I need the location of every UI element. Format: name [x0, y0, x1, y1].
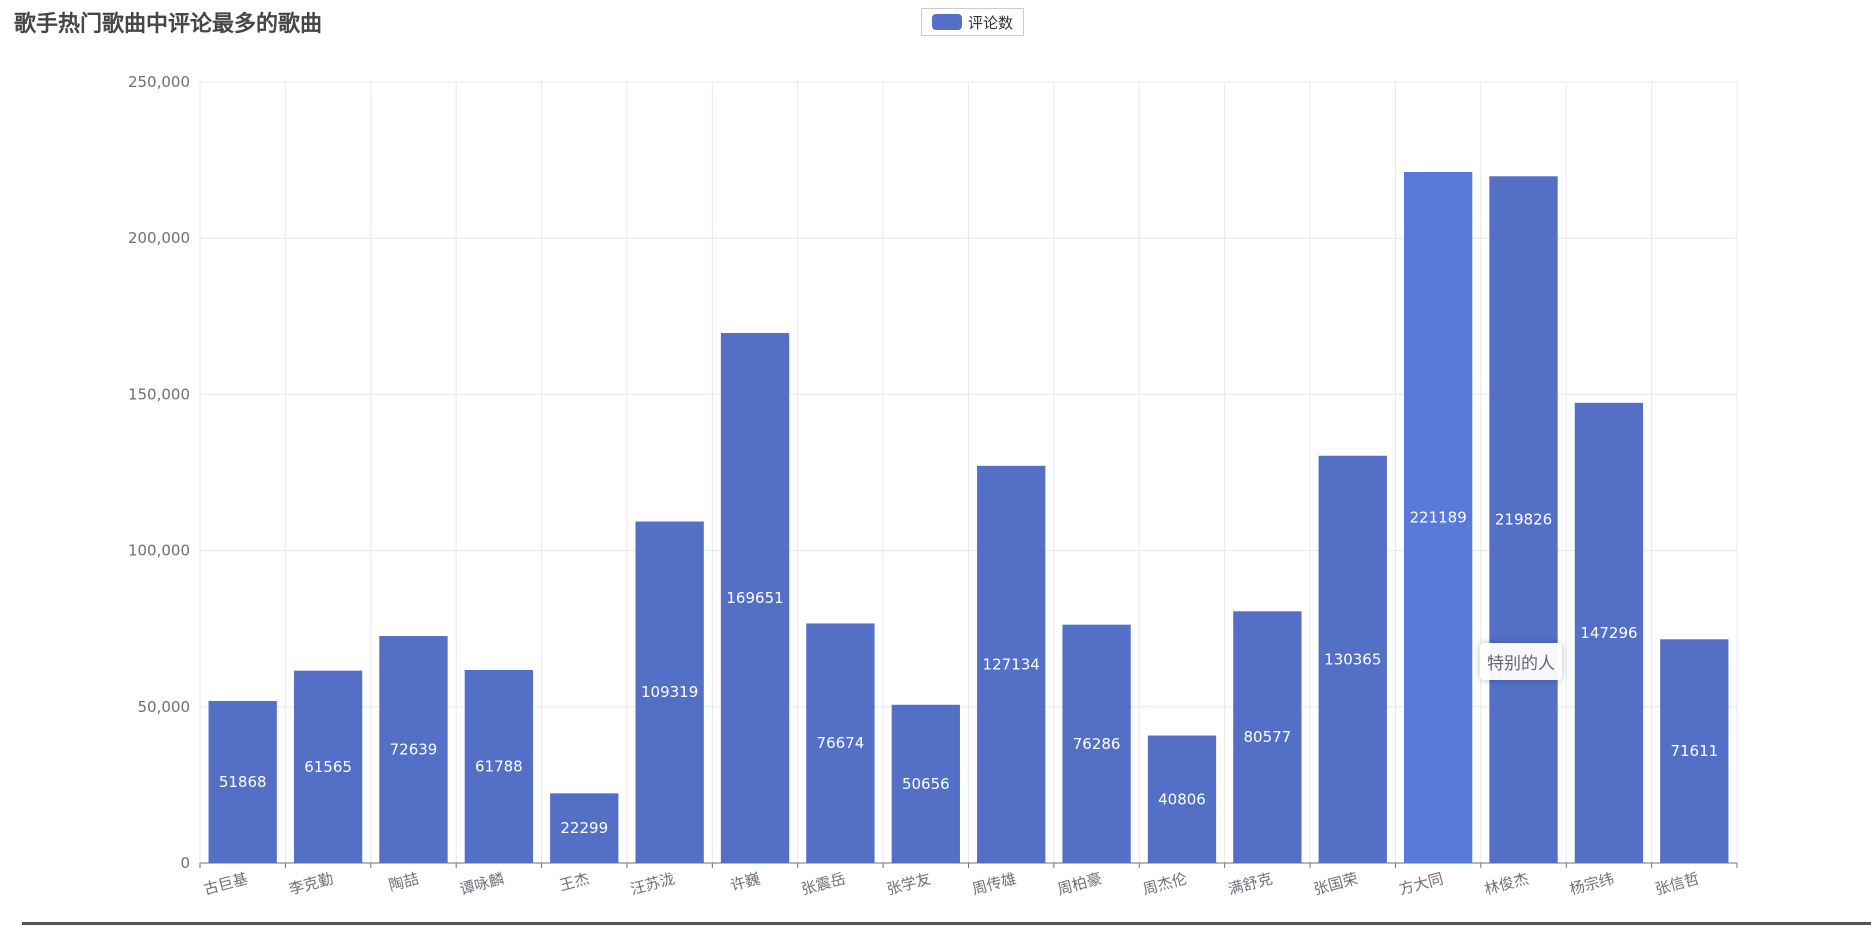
y-tick-label: 150,000	[128, 385, 190, 403]
bottom-scrollbar[interactable]	[22, 922, 1871, 925]
bar	[1318, 455, 1387, 863]
bar	[806, 623, 875, 863]
bar-value-label: 50656	[902, 775, 950, 793]
x-tick-label: 满舒克	[1226, 869, 1274, 898]
bar-value-label: 221189	[1410, 509, 1467, 527]
bar	[464, 669, 534, 863]
x-tick-label: 张学友	[885, 869, 933, 898]
x-tick-label: 周传雄	[970, 869, 1018, 898]
x-tick-label: 杨宗纬	[1568, 869, 1616, 898]
tooltip: 特别的人	[1480, 643, 1562, 680]
bar-value-label: 219826	[1495, 511, 1552, 529]
y-tick-label: 200,000	[128, 229, 190, 247]
legend-label: 评论数	[968, 13, 1014, 32]
x-tick-label: 古巨基	[202, 869, 250, 898]
bar-value-label: 76286	[1073, 735, 1121, 753]
bar	[1574, 402, 1644, 863]
bar	[720, 333, 790, 864]
x-tick-label: 林俊杰	[1482, 869, 1530, 898]
bar-value-label: 76674	[817, 734, 865, 752]
bar-value-label: 130365	[1324, 650, 1381, 668]
x-tick-label: 周杰伦	[1141, 869, 1189, 898]
x-tick-label: 陶喆	[387, 869, 421, 894]
bar	[293, 670, 363, 863]
bar-value-label: 147296	[1580, 624, 1637, 642]
y-tick-label: 0	[180, 854, 190, 872]
x-tick-label: 张震岳	[799, 869, 847, 898]
bar	[1489, 176, 1558, 864]
bar-value-label: 72639	[390, 741, 438, 759]
x-tick-label: 谭咏麟	[458, 869, 506, 898]
bar	[550, 793, 619, 863]
legend[interactable]: 评论数	[921, 8, 1025, 36]
x-tick-label: 周柏豪	[1055, 869, 1103, 898]
bar	[1660, 639, 1729, 863]
bar-value-label: 71611	[1670, 742, 1718, 760]
bar	[379, 636, 448, 863]
bar-value-label: 40806	[1158, 790, 1206, 808]
x-tick-label: 王杰	[558, 869, 592, 894]
bar-value-label: 61788	[475, 757, 523, 775]
bar	[208, 700, 277, 863]
bar-value-label: 61565	[304, 758, 352, 776]
bar	[1403, 172, 1473, 864]
bar-value-label: 169651	[726, 589, 783, 607]
bar	[1233, 611, 1302, 863]
x-tick-label: 方大同	[1397, 869, 1445, 898]
x-tick-label: 许巍	[728, 869, 762, 894]
legend-swatch	[932, 14, 962, 30]
x-tick-label: 李克勤	[287, 869, 335, 898]
bar	[1062, 624, 1131, 863]
chart-title: 歌手热门歌曲中评论最多的歌曲	[14, 12, 323, 37]
y-tick-label: 250,000	[128, 73, 190, 91]
x-tick-label: 张信哲	[1653, 869, 1701, 898]
bar	[891, 704, 960, 863]
y-tick-label: 100,000	[128, 542, 190, 560]
bar	[635, 521, 704, 863]
bar-value-label: 51868	[219, 773, 267, 791]
bar-value-label: 109319	[641, 683, 698, 701]
bar-value-label: 80577	[1244, 728, 1292, 746]
bar-value-label: 22299	[560, 819, 608, 837]
y-tick-label: 50,000	[138, 698, 191, 716]
bar	[1147, 735, 1217, 863]
x-tick-label: 汪苏泷	[629, 869, 677, 898]
bar	[977, 465, 1046, 863]
bar-value-label: 127134	[983, 655, 1040, 673]
x-tick-label: 张国荣	[1312, 869, 1360, 898]
